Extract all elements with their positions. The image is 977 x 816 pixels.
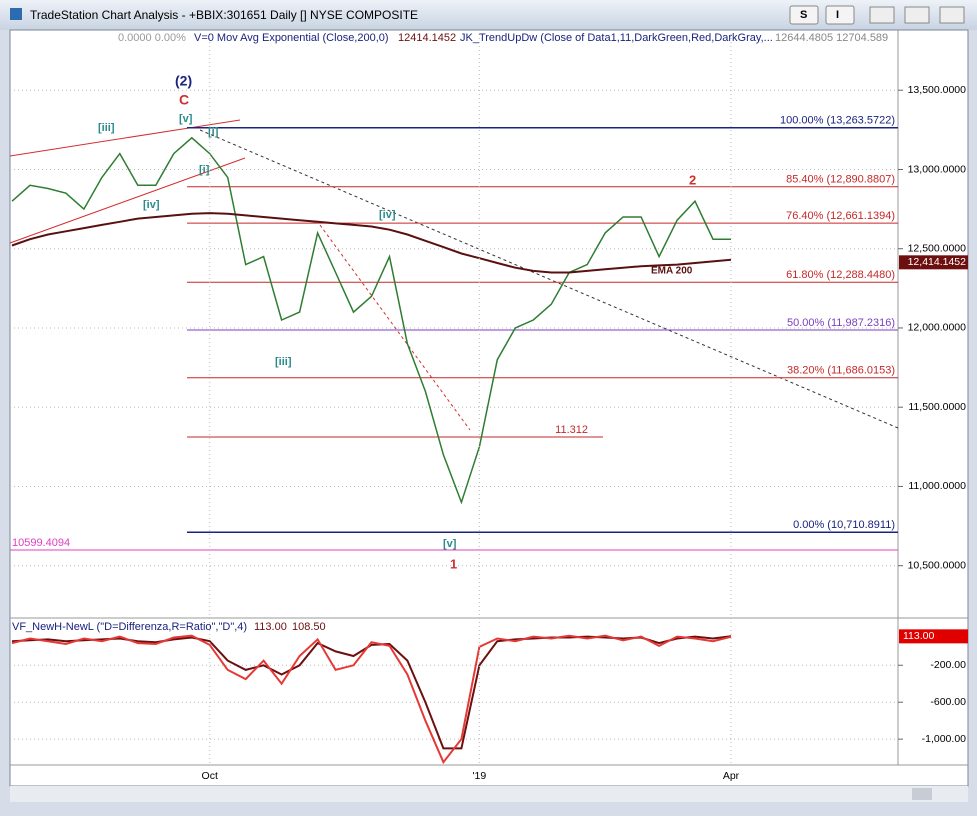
y-tick-label: 10,500.0000 [908,559,967,571]
series-label: EMA 200 [651,265,693,276]
wave-label: [iv] [143,199,160,211]
minimize-button[interactable] [869,6,895,24]
info-study: JK_TrendUpDw (Close of Data1,11,DarkGree… [460,32,773,44]
level-label: 100.00% (13,263.5722) [780,115,895,127]
series-line [11,212,732,274]
x-tick-label: Oct [202,770,218,782]
last-price-label: 12,414.1452 [908,256,967,268]
wave-label: [i] [208,126,219,138]
level-label: 38.20% (11,686.0153) [787,365,895,377]
info-readout: 12644.4805 12704.589 [775,32,888,44]
series-line [11,136,731,505]
y-tick-label: 13,500.0000 [908,84,967,96]
close-button[interactable] [939,6,965,24]
y-tick-label: 12,500.0000 [908,242,967,254]
trend-line [199,129,899,429]
wave-label: (2) [175,73,192,89]
level-label: 50.00% (11,987.2316) [787,317,895,329]
indicator-title: VF_NewH-NewL ("D=Differenza,R=Ratio","D"… [12,621,247,633]
info-readout: 0.0000 0.00% [118,32,186,44]
style-button-label[interactable]: S [800,9,807,21]
y-tick-label: -200.00 [930,659,966,671]
app-icon [10,8,22,20]
y-tick-label: -600.00 [930,696,966,708]
indicator-readout: 113.00 [254,621,287,633]
level-label: 61.80% (12,288.4480) [786,269,895,281]
scrollbar[interactable] [10,786,968,802]
channel-line [9,157,246,244]
wave-label: [i] [199,164,210,176]
info-value: 12414.1452 [398,32,456,44]
channel-line [9,119,241,157]
window-title: TradeStation Chart Analysis - +BBIX:3016… [30,8,418,22]
style-button[interactable] [789,5,819,25]
level-label: 85.40% (12,890.8807) [786,174,895,186]
level-label: 11.312 [555,424,588,436]
wave-label: 2 [689,172,696,187]
wave-label: [iii] [275,356,292,368]
chart-area [9,29,969,787]
maximize-button[interactable] [904,6,930,24]
insert-button-label[interactable]: I [836,9,839,21]
readout-box-label: 113.00 [903,630,934,642]
wave-label: [v] [443,538,457,550]
series-line [11,634,732,765]
y-tick-label: 13,000.0000 [908,163,967,175]
insert-button[interactable] [825,5,855,25]
level-label: 10599.4094 [12,537,70,549]
y-tick-label: 11,000.0000 [908,480,966,492]
wave-label: [v] [179,113,193,125]
wave-label: 1 [450,556,457,571]
level-label: 0.00% (10,710.8911) [793,519,895,531]
y-tick-label: -1,000.00 [922,733,967,745]
x-tick-label: Apr [723,770,740,782]
y-tick-label: 11,500.0000 [908,401,966,413]
wave-label: [iv] [379,209,396,221]
wave-label: C [179,92,189,108]
info-study: V=0 Mov Avg Exponential (Close,200,0) [194,32,389,44]
readout-box [899,629,968,644]
wave-label: [iii] [98,122,115,134]
y-tick-label: 12,000.0000 [908,322,967,334]
level-label: 76.40% (12,661.1394) [786,210,895,222]
x-tick-label: '19 [473,770,487,782]
scroll-thumb[interactable] [912,788,932,800]
last-price-box [899,255,968,270]
indicator-readout: 108.50 [292,621,326,633]
